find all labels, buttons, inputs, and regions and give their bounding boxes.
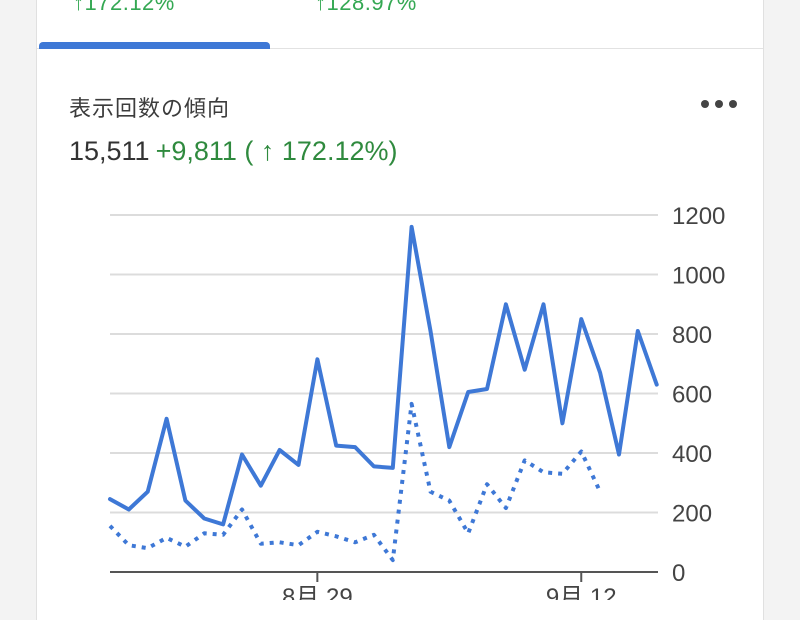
previous-period-line (108, 401, 602, 563)
y-tick-label: 800 (672, 322, 712, 349)
x-tick-label: 8月 29 (282, 584, 353, 600)
impressions-chart: 1200 1000 800 600 400 200 0 8月 29 9月 12 (108, 203, 725, 600)
y-tick-label: 200 (672, 501, 712, 528)
tab-impressions-change[interactable]: ↑172.12% (73, 0, 175, 15)
more-horiz-icon (715, 100, 723, 108)
current-period-line (108, 224, 659, 527)
metric-tabs: ↑172.12% ↑128.97% (37, 0, 763, 49)
y-tick-label: 400 (672, 441, 712, 468)
y-tick-label: 600 (672, 382, 712, 409)
more-horiz-icon (701, 100, 709, 108)
y-tick-label: 1000 (672, 263, 725, 290)
more-horiz-icon (729, 100, 737, 108)
impressions-card: ↑172.12% ↑128.97% 表示回数の傾向 15,511 +9,811 (… (36, 0, 764, 620)
summary-line: 15,511 +9,811 ( ↑ 172.12%) (69, 136, 397, 167)
y-tick-label: 0 (672, 560, 685, 587)
card-title: 表示回数の傾向 (69, 96, 231, 121)
total-impressions: 15,511 (69, 136, 150, 166)
y-tick-label: 1200 (672, 203, 725, 230)
impressions-delta: +9,811 ( ↑ 172.12%) (155, 136, 398, 166)
x-tick-label: 9月 12 (546, 584, 617, 600)
tab-clicks-change[interactable]: ↑128.97% (315, 0, 417, 15)
selected-tab-indicator (39, 42, 270, 49)
more-options-button[interactable] (699, 96, 739, 116)
